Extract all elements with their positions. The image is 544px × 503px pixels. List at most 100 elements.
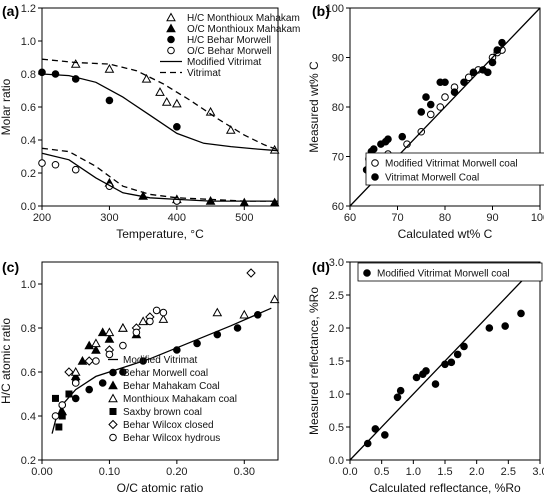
chart-panel-3: 0.00 0.10 0.20 0.30 0.2 0.4 0.6 0.8 1.0 O/C atomi… [0, 259, 280, 495]
legend: Modified Vitrimat Morwell coal Vitrimat M… [365, 152, 544, 186]
y-axis-label: Measured reflectance, %Ro [307, 287, 321, 435]
legend-box [365, 152, 544, 186]
x-tick-label: 3.0 [532, 466, 544, 478]
data-point-behar-mahakam-coal [77, 355, 88, 365]
series-line-1-1 [349, 261, 541, 461]
data-point-monthioux-mahakam-coal [91, 338, 101, 348]
data-point-behar-morwell-coal [213, 330, 222, 339]
data-point-o-c-behar-morwell [38, 159, 46, 167]
legend-entry-label: H/C Behar Morwell [187, 35, 271, 46]
legend-entry-label: Modified Vitrimat Morwell coal [385, 159, 518, 170]
legend-entry-label: Modified Vitrimat [187, 57, 262, 68]
y-tick-label: 100 [326, 3, 344, 15]
y-tick-label: 1.2 [21, 3, 36, 15]
data-point-behar-morwell-coal [233, 324, 242, 332]
legend-marker-swatch [109, 433, 117, 442]
y-axis-label: H/C atomic ratio [0, 318, 13, 404]
legend: Modified Vitrimat Morwell coal [357, 262, 543, 282]
x-tick-label: 70 [391, 212, 403, 224]
legend-entry-label: Behar Wilcox closed [123, 420, 214, 431]
y-tick-label: 3.0 [329, 257, 344, 269]
legend-marker-swatch [166, 12, 176, 22]
x-axis-label: Calculated wt% C [398, 227, 493, 241]
legend-entry-label: O/C Behar Morwell [187, 46, 271, 57]
legend-entry-label: H/C Monthioux Mahakam [187, 13, 300, 24]
x-tick-label: 100 [531, 212, 544, 224]
data-point-saxby-brown-coal [51, 394, 59, 402]
data-point-h-c-monthioux-mahakam [70, 59, 81, 68]
data-point-modified-vitrimat-morwell-coal [393, 393, 402, 402]
x-tick-label: 2.0 [469, 466, 484, 478]
legend-marker-swatch [371, 173, 379, 181]
data-point-vitrimat-morwell-coal [469, 68, 478, 77]
data-point-behar-morwell-coal [139, 357, 147, 365]
series-line-modified-vitrimat [41, 152, 278, 202]
legend-box [357, 262, 543, 282]
x-tick-label: 400 [168, 212, 186, 224]
y-axis-label: Measured wt% C [307, 61, 321, 153]
data-point-behar-wilcox-hydrous [119, 341, 127, 350]
legend-marker-swatch [109, 368, 117, 377]
legend-entry-label: Behar Mahakam Coal [123, 381, 220, 392]
x-axis-label: O/C atomic ratio [117, 481, 204, 495]
data-point-saxby-brown-coal [58, 412, 66, 420]
legend-entry-label: Saxby brown coal [123, 407, 202, 418]
legend-marker-swatch [109, 408, 117, 415]
legend-entry-label: Behar Wilcox hydrous [123, 433, 220, 444]
data-point-monthioux-mahakam-coal [70, 366, 81, 376]
legend-marker-swatch [108, 419, 118, 430]
x-tick-label: 200 [33, 212, 51, 224]
y-tick-label: 1.0 [21, 36, 36, 48]
chart-panel-1: 200 300 400 500 0.0 0.2 0.4 0.6 0.8 1.0 1.2 Tempera… [0, 3, 300, 241]
data-point-behar-wilcox-hydrous [146, 317, 154, 326]
y-tick-label: 80 [332, 102, 344, 114]
panel-label: (c) [2, 259, 19, 275]
y-tick-label: 1.0 [329, 389, 344, 401]
data-point-behar-wilcox-hydrous [58, 401, 67, 409]
legend-entry-label: Vitrimat [187, 68, 221, 79]
x-tick-label: 1.5 [437, 466, 452, 478]
x-tick-label: 300 [100, 212, 118, 224]
y-tick-label: 90 [332, 53, 344, 65]
data-point-modified-vitrimat-morwell-coal [460, 342, 468, 351]
legend-marker-swatch [167, 35, 175, 44]
data-point-behar-wilcox-hydrous [132, 328, 141, 337]
data-point-vitrimat-morwell-coal [422, 93, 430, 101]
data-point-modified-vitrimat-morwell-coal [431, 380, 440, 388]
series-line-vitrimat [41, 58, 279, 151]
legend-marker-swatch [167, 46, 175, 55]
data-point-h-c-behar-morwell [51, 70, 60, 78]
y-tick-label: 60 [332, 201, 344, 213]
data-point-vitrimat-morwell-coal [488, 58, 497, 67]
x-axis-label: Temperature, °C [116, 227, 204, 241]
data-point-saxby-brown-coal [55, 423, 63, 431]
data-point-monthioux-mahakam-coal [239, 309, 250, 319]
data-point-behar-morwell-coal [193, 339, 201, 348]
y-tick-label: 0.8 [21, 323, 36, 335]
y-tick-label: 2.0 [329, 323, 344, 335]
data-point-monthioux-mahakam-coal [212, 307, 223, 317]
y-tick-label: 0.2 [21, 455, 36, 467]
data-point-vitrimat-morwell-coal [369, 145, 378, 153]
y-tick-label: 0.0 [21, 201, 36, 213]
x-tick-label: 0.10 [99, 466, 120, 478]
data-point-behar-morwell-coal [85, 385, 93, 394]
data-point-monthioux-mahakam-coal [158, 314, 169, 323]
data-point-vitrimat-morwell-coal [441, 78, 449, 87]
data-point-modified-vitrimat-morwell-coal [371, 425, 380, 433]
panel-label: (d) [312, 259, 330, 275]
y-axis-label: Molar ratio [0, 78, 13, 135]
legend: Modified Vitrimat Behar Morwell coal Behar… [108, 355, 237, 444]
data-point-vitrimat-morwell-coal [483, 68, 492, 77]
y-tick-label: 0.6 [21, 367, 36, 379]
data-point-behar-wilcox-hydrous [152, 306, 161, 315]
data-point-monthioux-mahakam-coal [104, 327, 115, 337]
data-point-modified-vitrimat-morwell-coal [381, 431, 389, 439]
data-point-modified-vitrimat-morwell-coal [396, 386, 405, 395]
data-point-h-c-monthioux-mahakam [155, 87, 165, 96]
legend-entry-label: Vitrimat Morwell Coal [385, 173, 479, 184]
series-line-vitrimat [41, 147, 278, 202]
legend-entry-label: Modified Vitrimat [123, 355, 198, 366]
legend-entry-label: Monthioux Mahakam coal [123, 394, 237, 405]
y-tick-label: 0.8 [21, 69, 36, 81]
